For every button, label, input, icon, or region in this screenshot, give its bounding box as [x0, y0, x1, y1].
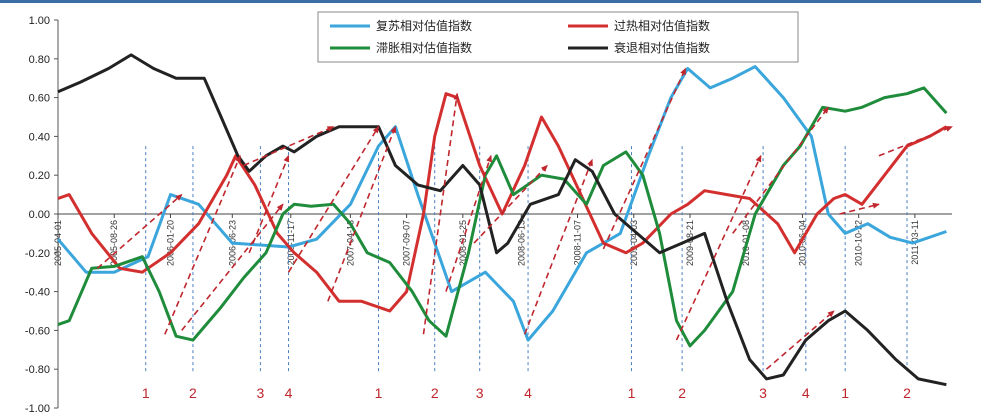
- phase-marker-label: 4: [285, 385, 293, 401]
- phase-marker-label: 1: [841, 385, 849, 401]
- phase-marker-label: 3: [476, 385, 484, 401]
- phase-marker-label: 2: [431, 385, 439, 401]
- top-border-line: [0, 0, 981, 3]
- y-tick-label: -1.00: [25, 403, 50, 415]
- trend-arrow: [523, 158, 593, 335]
- legend-entry: 滞胀相对估值指数: [376, 40, 472, 55]
- y-tick-label: 1.00: [29, 15, 50, 27]
- trend-arrow: [181, 203, 284, 331]
- x-date-label: 2005-08-26: [109, 220, 119, 266]
- trend-arrow: [96, 193, 183, 269]
- y-tick-label: 0.80: [29, 54, 50, 66]
- y-tick-label: -0.80: [25, 364, 50, 376]
- legend-box: [317, 11, 799, 63]
- trend-arrow: [765, 310, 835, 370]
- x-date-label: 2009-08-21: [685, 220, 695, 266]
- legend-entry: 复苏相对估值指数: [376, 18, 472, 33]
- trend-arrow: [248, 154, 290, 254]
- x-date-label: 2010-06-04: [797, 220, 807, 266]
- series-line-4: [57, 53, 947, 387]
- y-tick-label: 0.40: [29, 131, 50, 143]
- x-date-label: 2007-09-07: [402, 220, 412, 266]
- legend-entry: 衰退相对估值指数: [614, 40, 710, 55]
- phase-marker-label: 1: [628, 385, 636, 401]
- phase-marker-label: 1: [375, 385, 383, 401]
- trend-arrow: [602, 67, 687, 250]
- trend-arrow: [445, 154, 492, 292]
- phase-marker-label: 2: [903, 385, 911, 401]
- y-tick-label: -0.20: [25, 248, 50, 260]
- x-date-label: 2010-10-22: [854, 220, 864, 266]
- series-line-3: [57, 86, 948, 348]
- phase-marker-label: 2: [678, 385, 686, 401]
- phase-marker-label: 1: [142, 385, 150, 401]
- trend-arrow: [675, 154, 762, 341]
- x-date-label: 2006-01-20: [165, 220, 175, 266]
- x-date-label: 2009-04-03: [629, 220, 639, 266]
- y-tick-label: 0.00: [29, 209, 50, 221]
- y-tick-label: 0.60: [29, 93, 50, 105]
- phase-marker-label: 3: [257, 385, 265, 401]
- trend-arrow: [839, 202, 880, 215]
- legend-entry: 过热相对估值指数: [614, 18, 710, 33]
- y-tick-label: 0.20: [29, 170, 50, 182]
- trend-arrow: [243, 125, 335, 167]
- phase-marker-label: 2: [189, 385, 197, 401]
- x-date-label: 2006-11-17: [286, 220, 296, 265]
- trend-arrow: [287, 125, 380, 273]
- x-date-label: 2008-06-13: [516, 220, 526, 266]
- trend-arrow: [164, 154, 241, 335]
- y-tick-label: -0.40: [25, 287, 50, 299]
- phase-marker-label: 4: [524, 385, 532, 401]
- trend-arrow: [422, 92, 460, 335]
- phase-marker-label: 4: [802, 385, 810, 401]
- trend-arrow: [473, 164, 548, 244]
- phase-marker-label: 3: [759, 385, 767, 401]
- trend-arrow: [327, 125, 397, 302]
- x-date-label: 2008-11-07: [573, 220, 583, 265]
- trend-arrow: [878, 125, 953, 157]
- trend-arrow: [732, 106, 829, 234]
- x-date-label: 2005-04-01: [53, 220, 63, 266]
- series-line-1: [56, 65, 947, 342]
- y-tick-label: -0.60: [25, 325, 50, 337]
